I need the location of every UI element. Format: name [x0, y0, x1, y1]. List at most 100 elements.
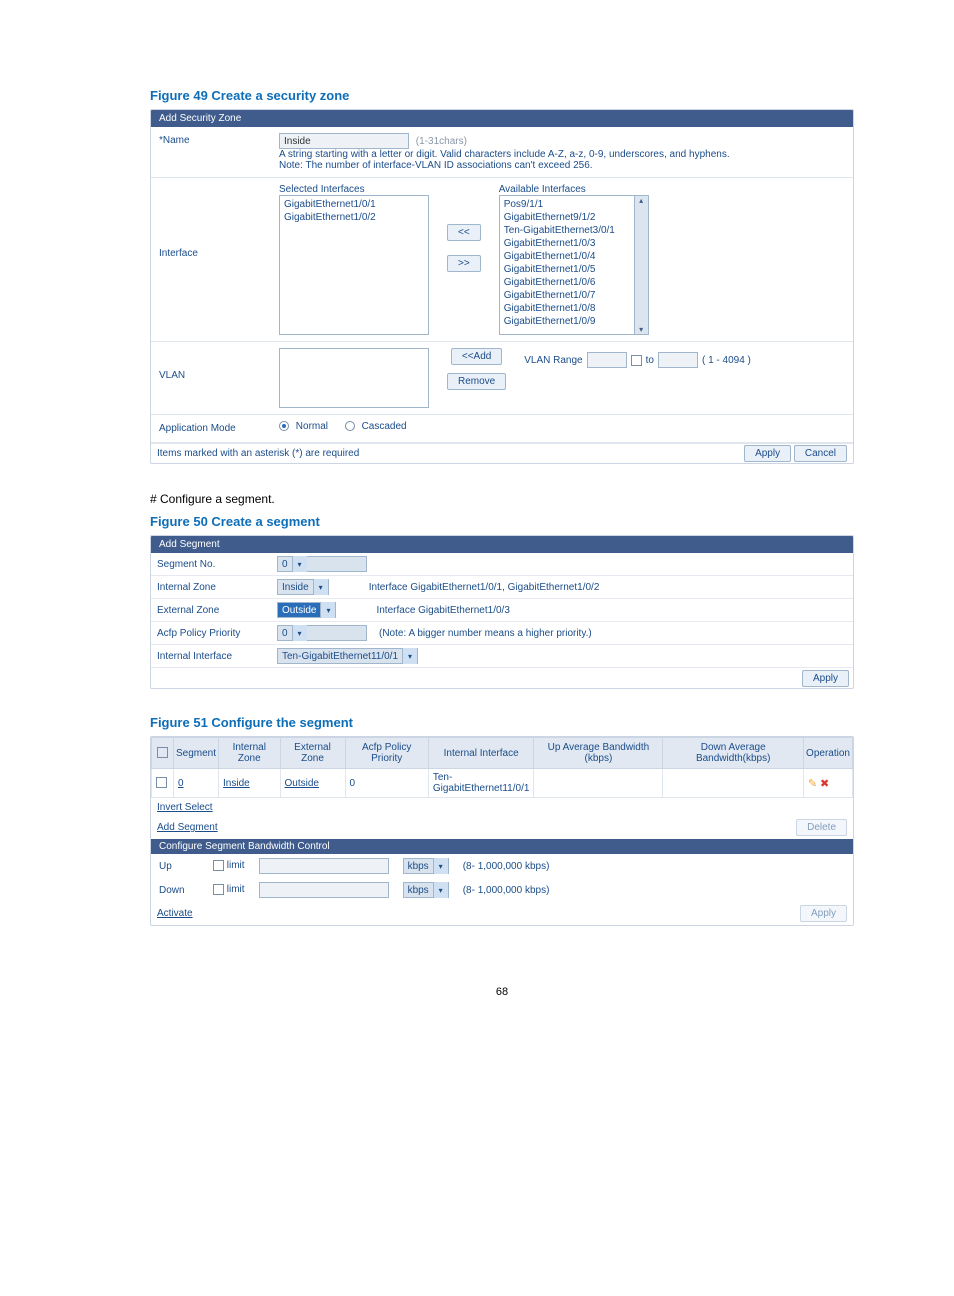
- apply-button[interactable]: Apply: [802, 670, 849, 687]
- vlan-add-button[interactable]: <<Add: [451, 348, 502, 365]
- list-item[interactable]: GigabitEthernet1/0/2: [284, 211, 424, 224]
- up-range-hint: (8- 1,000,000 kbps): [463, 861, 550, 872]
- list-item[interactable]: Ten-GigabitEthernet3/0/1: [504, 224, 632, 237]
- add-segment-link[interactable]: Add Segment: [157, 822, 218, 833]
- segment-no-select[interactable]: 0▾: [277, 556, 367, 572]
- th-segment: Segment: [174, 738, 219, 769]
- list-item[interactable]: GigabitEthernet1/0/6: [504, 276, 632, 289]
- list-item[interactable]: GigabitEthernet1/0/7: [504, 289, 632, 302]
- table-row: 0 Inside Outside 0 Ten- GigabitEthernet1…: [152, 769, 853, 798]
- apply-button[interactable]: Apply: [800, 905, 847, 922]
- move-left-button[interactable]: <<: [447, 224, 481, 241]
- add-segment-panel: Add Segment Segment No. 0▾ Internal Zone…: [150, 535, 854, 689]
- delete-icon[interactable]: ✖: [820, 778, 829, 790]
- internal-interface-select[interactable]: Ten-GigabitEthernet11/0/1▾: [277, 648, 418, 664]
- chevron-down-icon: ▾: [292, 556, 307, 572]
- row-checkbox[interactable]: [156, 777, 167, 788]
- external-zone-select[interactable]: Outside ▾: [277, 602, 336, 618]
- chevron-down-icon: ▾: [313, 579, 328, 595]
- delete-button[interactable]: Delete: [796, 819, 847, 836]
- configure-segment-step: # Configure a segment.: [150, 492, 854, 506]
- appmode-cascaded-radio[interactable]: [345, 421, 355, 431]
- chevron-down-icon: ▾: [433, 858, 448, 874]
- cancel-button[interactable]: Cancel: [794, 445, 847, 462]
- panel-header: Add Segment: [151, 536, 853, 553]
- scroll-down-icon[interactable]: ▾: [639, 325, 643, 334]
- external-zone-value: Outside: [282, 605, 316, 616]
- selected-interfaces-title: Selected Interfaces: [279, 184, 429, 195]
- segment-no-label: Segment No.: [157, 559, 277, 570]
- internal-zone-value: Inside: [282, 582, 309, 593]
- name-hint-2: Note: The number of interface-VLAN ID as…: [279, 160, 845, 171]
- acfp-priority-select[interactable]: 0▾: [277, 625, 367, 641]
- ezone-link[interactable]: Outside: [285, 778, 319, 789]
- vlan-to-label: to: [646, 355, 654, 366]
- move-right-button[interactable]: >>: [447, 255, 481, 272]
- invert-select-link[interactable]: Invert Select: [157, 802, 213, 813]
- up-limit-checkbox[interactable]: [213, 860, 224, 871]
- appmode-normal-label: Normal: [296, 421, 328, 432]
- apply-button[interactable]: Apply: [744, 445, 791, 462]
- internal-interface-label: Internal Interface: [157, 651, 277, 662]
- up-unit-select[interactable]: kbps ▾: [403, 858, 449, 874]
- vlan-list[interactable]: [279, 348, 429, 408]
- up-limit-input[interactable]: [259, 858, 389, 874]
- name-label: *Name: [151, 127, 271, 154]
- list-item[interactable]: GigabitEthernet1/0/4: [504, 250, 632, 263]
- list-item[interactable]: GigabitEthernet1/0/3: [504, 237, 632, 250]
- th-up-bw: Up Average Bandwidth (kbps): [534, 738, 663, 769]
- list-item[interactable]: GigabitEthernet1/0/9: [504, 315, 632, 328]
- segment-link[interactable]: 0: [178, 778, 184, 789]
- vlan-from-input[interactable]: [587, 352, 627, 368]
- th-operation: Operation: [804, 738, 853, 769]
- vlan-to-input[interactable]: [658, 352, 698, 368]
- external-zone-label: External Zone: [157, 605, 277, 616]
- activate-link[interactable]: Activate: [157, 908, 193, 919]
- iif-cell: Ten- GigabitEthernet11/0/1: [428, 769, 534, 798]
- list-item[interactable]: GigabitEthernet1/0/8: [504, 302, 632, 315]
- internal-zone-hint: Interface GigabitEthernet1/0/1, GigabitE…: [369, 582, 600, 593]
- select-all-checkbox[interactable]: [157, 747, 168, 758]
- th-down-bw: Down Average Bandwidth(kbps): [663, 738, 804, 769]
- scroll-up-icon[interactable]: ▴: [639, 196, 643, 205]
- interface-label: Interface: [151, 178, 271, 267]
- vlan-to-checkbox[interactable]: [631, 355, 642, 366]
- chevron-down-icon: ▾: [433, 882, 448, 898]
- list-item[interactable]: GigabitEthernet1/0/5: [504, 263, 632, 276]
- up-limit-label: limit: [227, 861, 245, 872]
- down-limit-input[interactable]: [259, 882, 389, 898]
- edit-icon[interactable]: ✎: [808, 778, 817, 790]
- scrollbar[interactable]: ▴ ▾: [634, 196, 648, 334]
- th-internal-interface: Internal Interface: [428, 738, 534, 769]
- th-external-zone: External Zone: [280, 738, 345, 769]
- appmode-normal-radio[interactable]: [279, 421, 289, 431]
- down-label: Down: [159, 885, 199, 896]
- list-item[interactable]: GigabitEthernet9/1/2: [504, 211, 632, 224]
- down-limit-checkbox[interactable]: [213, 884, 224, 895]
- th-internal-zone: Internal Zone: [219, 738, 280, 769]
- vlan-remove-button[interactable]: Remove: [447, 373, 506, 390]
- th-acfp-priority: Acfp Policy Priority: [345, 738, 428, 769]
- up-unit-value: kbps: [408, 861, 429, 872]
- figure-49-title: Figure 49 Create a security zone: [150, 88, 854, 103]
- name-input[interactable]: [279, 133, 409, 149]
- list-item[interactable]: Pos9/1/1: [504, 198, 632, 211]
- bandwidth-control-header: Configure Segment Bandwidth Control: [151, 839, 853, 854]
- internal-interface-value: Ten-GigabitEthernet11/0/1: [282, 651, 398, 662]
- internal-zone-label: Internal Zone: [157, 582, 277, 593]
- list-item[interactable]: GigabitEthernet1/0/1: [284, 198, 424, 211]
- internal-zone-select[interactable]: Inside ▾: [277, 579, 329, 595]
- down-unit-select[interactable]: kbps ▾: [403, 882, 449, 898]
- configure-segment-panel: Segment Internal Zone External Zone Acfp…: [150, 736, 854, 926]
- izone-link[interactable]: Inside: [223, 778, 250, 789]
- iif-l2: GigabitEthernet11/0/1: [433, 783, 530, 794]
- available-interfaces-list[interactable]: Pos9/1/1 GigabitEthernet9/1/2 Ten-Gigabi…: [499, 195, 649, 335]
- chevron-down-icon: ▾: [320, 602, 335, 618]
- down-range-hint: (8- 1,000,000 kbps): [463, 885, 550, 896]
- down-unit-value: kbps: [408, 885, 429, 896]
- selected-interfaces-list[interactable]: GigabitEthernet1/0/1 GigabitEthernet1/0/…: [279, 195, 429, 335]
- appmode-cascaded-label: Cascaded: [362, 421, 407, 432]
- iif-l1: Ten-: [433, 772, 452, 783]
- acfp-priority-hint: (Note: A bigger number means a higher pr…: [379, 628, 592, 639]
- acfp-priority-label: Acfp Policy Priority: [157, 628, 277, 639]
